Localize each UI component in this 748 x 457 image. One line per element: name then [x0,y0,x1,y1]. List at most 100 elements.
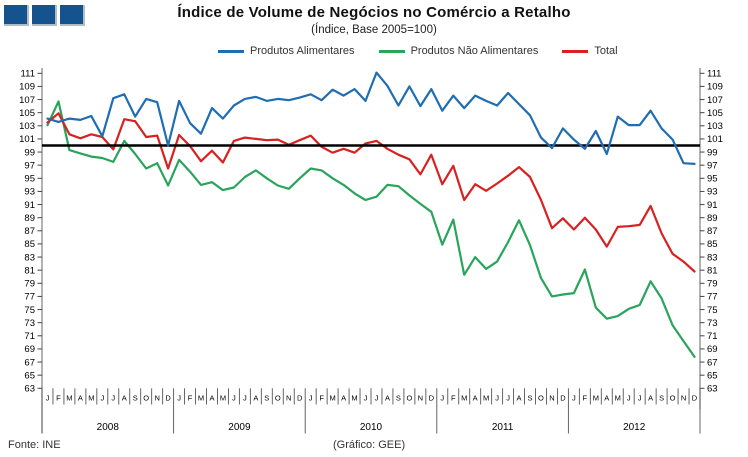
month-label: N [681,394,686,403]
legend-label: Total [594,45,618,57]
y-tick-label-right: 95 [707,174,718,185]
y-tick-label-right: 83 [707,252,718,263]
month-label: S [528,394,533,403]
month-label: D [165,394,171,403]
month-label: J [627,394,631,403]
y-tick-label-left: 97 [24,160,35,171]
legend-label: Produtos Alimentares [250,45,355,57]
chart-title: Índice de Volume de Negócios no Comércio… [177,4,571,21]
y-tick-label-left: 105 [19,108,35,119]
y-tick-label-left: 95 [24,174,35,185]
month-label: F [188,394,193,403]
month-label: A [253,394,258,403]
series-line-produtos-nao-alimentares [46,100,696,358]
legend-swatch-icon [378,49,405,53]
y-tick-label-left: 99 [24,147,35,158]
month-label: M [66,394,72,403]
month-label: A [385,394,390,403]
source-label: Fonte: INE [8,439,61,451]
month-label: S [133,394,138,403]
legend-item-0: Produtos Alimentares [218,45,355,57]
legend-swatch-icon [218,49,244,53]
y-tick-label-left: 109 [19,82,35,93]
y-tick-label-left: 65 [24,370,35,381]
legend-label: Produtos Não Alimentares [410,45,539,57]
y-tick-label-left: 101 [19,134,35,145]
month-label: A [122,394,127,403]
month-label: J [100,394,104,403]
logo-square [4,5,29,26]
y-tick-label-right: 97 [707,160,718,171]
month-label: O [143,394,149,403]
month-label: J [177,394,181,403]
year-label: 2008 [97,422,120,433]
month-label: J [232,394,236,403]
y-tick-label-right: 87 [707,226,718,237]
y-tick-label-left: 85 [24,239,35,250]
month-label: F [451,394,456,403]
month-label: J [495,394,499,403]
y-tick-label-right: 109 [707,82,723,93]
y-tick-label-left: 93 [24,187,35,198]
month-label: J [309,394,313,403]
month-label: O [538,394,544,403]
year-label: 2012 [623,422,646,433]
month-label: A [209,394,214,403]
y-tick-label-left: 103 [19,121,35,132]
y-tick-label-left: 77 [24,292,35,303]
month-label: F [56,394,61,403]
month-label: A [473,394,478,403]
month-label: M [88,394,94,403]
month-label: J [440,394,444,403]
logo-square [32,5,57,26]
month-label: O [670,394,676,403]
series-line-produtos-alimentares [46,71,696,165]
month-label: O [275,394,281,403]
y-tick-label-right: 65 [707,370,718,381]
month-label: N [154,394,159,403]
y-tick-label-left: 81 [24,265,35,276]
y-tick-label-right: 89 [707,213,718,224]
y-tick-label-right: 101 [707,134,723,145]
month-label: F [319,394,324,403]
y-tick-label-right: 105 [707,108,723,119]
logo-square [60,5,85,26]
month-label: M [615,394,621,403]
month-label: O [406,394,412,403]
month-label: A [648,394,653,403]
y-tick-label-left: 111 [21,69,35,80]
month-label: M [220,394,226,403]
month-label: D [560,394,566,403]
month-label: A [604,394,609,403]
year-label: 2011 [492,422,514,433]
month-label: J [46,394,50,403]
y-tick-label-right: 77 [707,292,718,303]
month-label: M [198,394,204,403]
y-tick-label-right: 79 [707,279,718,290]
month-label: J [572,394,576,403]
legend-swatch-icon [562,49,589,53]
y-tick-label-left: 67 [24,357,35,368]
month-label: S [396,394,401,403]
y-tick-label-left: 63 [24,384,35,395]
month-label: A [341,394,346,403]
y-tick-label-right: 75 [707,305,718,316]
month-label: A [517,394,522,403]
y-tick-label-left: 91 [24,200,35,211]
legend-item-1: Produtos Não Alimentares [378,45,539,57]
series-line-total [46,112,696,273]
y-tick-label-right: 85 [707,239,718,250]
month-label: S [659,394,664,403]
y-tick-label-left: 79 [24,279,35,290]
y-tick-label-right: 73 [707,318,718,329]
y-tick-label-right: 67 [707,357,718,368]
month-label: D [297,394,303,403]
month-label: M [461,394,467,403]
month-label: M [593,394,599,403]
y-tick-label-right: 107 [707,95,723,106]
y-tick-label-right: 103 [707,121,723,132]
month-label: M [351,394,357,403]
credit-label: (Gráfico: GEE) [333,439,406,451]
legend-item-2: Total [562,45,618,57]
month-label: J [638,394,642,403]
